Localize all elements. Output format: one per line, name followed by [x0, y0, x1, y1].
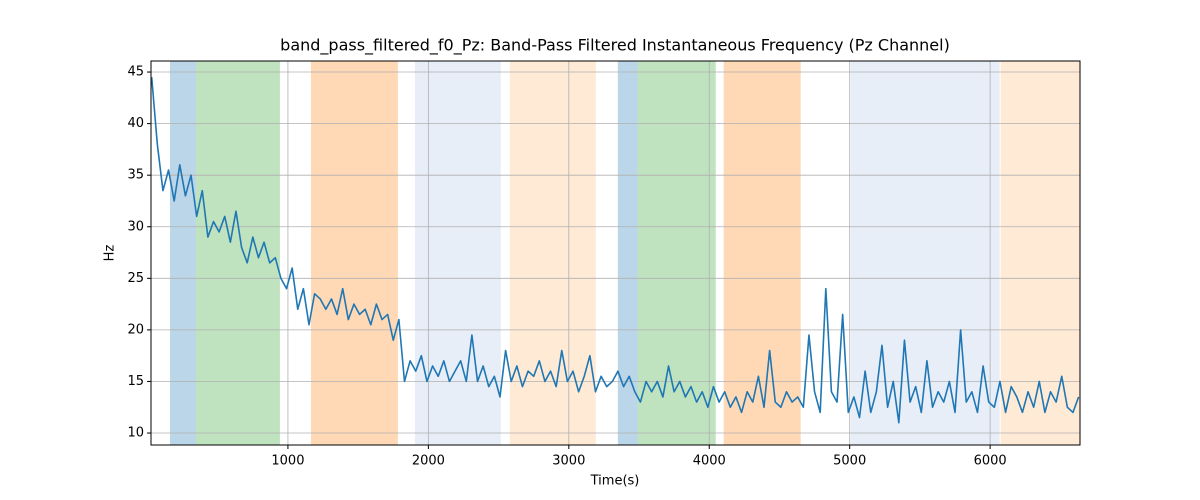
- highlight-span: [723, 61, 801, 445]
- y-tick-label: 40: [127, 116, 144, 131]
- highlight-span: [850, 61, 1000, 445]
- highlight-span: [414, 61, 501, 445]
- x-tick-label: 3000: [552, 454, 585, 469]
- y-tick-label: 35: [127, 168, 144, 183]
- highlight-span: [617, 61, 638, 445]
- y-tick-label: 15: [127, 374, 144, 389]
- x-tick-label: 6000: [974, 454, 1007, 469]
- y-tick-label: 20: [127, 322, 144, 337]
- y-tick-label: 45: [127, 65, 144, 80]
- highlight-span: [195, 61, 280, 445]
- y-axis-label: Hz: [103, 245, 118, 262]
- x-tick-label: 1000: [271, 454, 304, 469]
- x-axis-label: Time(s): [590, 474, 640, 489]
- y-tick-label: 25: [127, 271, 144, 286]
- highlight-span: [169, 61, 196, 445]
- y-tick-label: 30: [127, 219, 144, 234]
- highlight-span: [637, 61, 716, 445]
- x-tick-label: 4000: [693, 454, 726, 469]
- highlight-span: [509, 61, 596, 445]
- data-line: [150, 77, 1080, 424]
- highlight-span: [310, 61, 398, 445]
- plot-frame: [150, 60, 1081, 446]
- x-tick-label: 5000: [833, 454, 866, 469]
- highlight-span: [1000, 61, 1080, 445]
- y-tick-label: 10: [127, 426, 144, 441]
- x-tick-label: 2000: [412, 454, 445, 469]
- chart-title: band_pass_filtered_f0_Pz: Band-Pass Filt…: [280, 36, 950, 56]
